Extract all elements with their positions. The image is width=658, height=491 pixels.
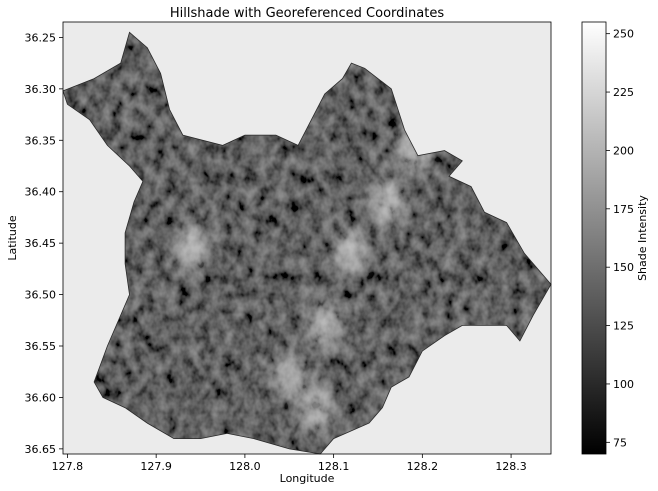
plot-area: [62, 21, 552, 455]
bright-feature-6: [299, 383, 332, 432]
y-axis-label: Latitude: [6, 215, 19, 261]
y-tick-label: 36.60: [25, 391, 57, 404]
colorbar-tick-label: 150: [613, 261, 634, 274]
x-tick-label: 128.0: [229, 460, 261, 473]
x-tick-label: 128.3: [495, 460, 527, 473]
colorbar: 75 100 125 150 175 200 225 250 Shade Intensity: [581, 21, 649, 455]
y-tick-label: 36.25: [25, 31, 57, 44]
y-tick-label: 36.50: [25, 289, 57, 302]
colorbar-tick-label: 75: [613, 436, 627, 449]
chart-title: Hillshade with Georeferenced Coordinates: [170, 6, 444, 21]
colorbar-label: Shade Intensity: [636, 195, 649, 281]
bright-features: [175, 126, 430, 432]
x-tick-label: 127.8: [52, 460, 84, 473]
x-tick-label: 127.9: [140, 460, 172, 473]
bright-feature-3: [273, 352, 306, 401]
bright-feature-1: [335, 229, 368, 278]
y-tick-label: 36.35: [25, 134, 57, 147]
x-tick-label: 128.1: [318, 460, 350, 473]
hillshade-raster: [63, 32, 551, 455]
y-tick-label: 36.45: [25, 237, 57, 250]
colorbar-tick-label: 125: [613, 320, 634, 333]
colorbar-tick-label: 225: [613, 86, 634, 99]
hillshade-outline: [62, 31, 552, 455]
bright-feature-4: [175, 224, 208, 273]
bright-feature-0: [370, 178, 403, 226]
bright-feature-2: [308, 301, 341, 350]
colorbar-tick-label: 175: [613, 203, 634, 216]
x-axis-label: Longitude: [280, 472, 335, 485]
x-axis-ticks: 127.8 127.9 128.0 128.1 128.2 128.3: [52, 454, 527, 473]
colorbar-tick-label: 250: [613, 28, 634, 41]
y-tick-label: 36.65: [25, 443, 57, 456]
y-axis-ticks: 36.25 36.30 36.35 36.40 36.45 36.50 36.55 36.60…: [25, 31, 63, 456]
plot-frame: [62, 21, 552, 455]
y-tick-label: 36.40: [25, 186, 57, 199]
x-tick-label: 128.2: [407, 460, 439, 473]
hillshade-terrain: [63, 32, 551, 455]
colorbar-gradient: [581, 21, 607, 455]
y-tick-label: 36.55: [25, 340, 57, 353]
y-tick-label: 36.30: [25, 83, 57, 96]
colorbar-tick-label: 100: [613, 378, 634, 391]
colorbar-tick-label: 200: [613, 144, 634, 157]
colorbar-ticks: 75 100 125 150 175 200 225 250: [606, 28, 634, 449]
